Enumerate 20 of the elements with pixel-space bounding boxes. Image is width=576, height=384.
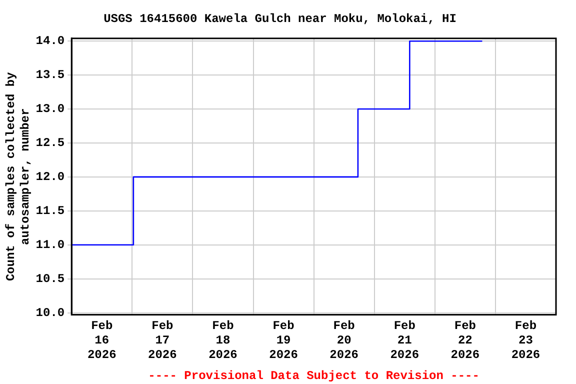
y-tick-label: 11.5 [36,204,65,218]
y-axis-title: Count of samples collected by autosampler, number [4,72,33,282]
x-tick-label: Feb 18 2026 [208,319,238,362]
y-tick-label: 11.0 [36,238,65,252]
x-tick-label: Feb 20 2026 [330,319,358,362]
x-tick-label: Feb 16 2026 [87,319,116,362]
x-tick-label: Feb 23 2026 [511,319,540,362]
y-tick-label: 14.0 [36,34,65,48]
x-tick-label: Feb 21 2026 [390,319,420,362]
y-tick-label: 10.0 [36,306,65,320]
y-tick-label: 13.0 [36,102,65,116]
y-tick-label: 10.5 [36,272,65,286]
chart-title: USGS 16415600 Kawela Gulch near Moku, Molokai, HI [104,12,456,26]
text: ---- Provisional Data Subject to Revision ---- [148,369,480,384]
y-tick-label: 12.5 [36,136,65,150]
y-tick-label: 12.0 [36,170,65,184]
x-tick-label: Feb 22 2026 [450,319,480,362]
x-tick-label: Feb 17 2026 [148,319,177,362]
x-tick-label: Feb 19 2026 [269,319,298,362]
y-tick-label: 13.5 [36,68,65,82]
